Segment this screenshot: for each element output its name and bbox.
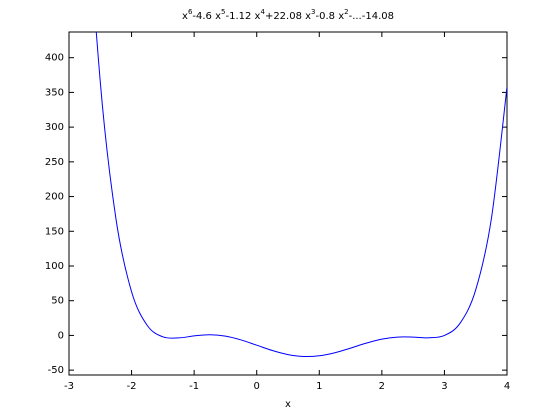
y-tick-label: 300 xyxy=(45,122,64,133)
x-tick-label: 4 xyxy=(504,381,510,392)
title-text: -1.12 x xyxy=(225,11,260,22)
y-tick-label: 200 xyxy=(45,192,64,203)
plot-area xyxy=(68,31,508,376)
line-series xyxy=(95,32,507,358)
y-tick-label: 350 xyxy=(45,87,64,98)
y-tick-label: 100 xyxy=(45,261,64,272)
title-superscript: 3 xyxy=(311,8,315,16)
title-text: x xyxy=(182,11,188,22)
y-tick-label: 50 xyxy=(51,296,64,307)
x-axis-label: x xyxy=(285,399,291,410)
y-tick-label: 400 xyxy=(45,53,64,64)
title-superscript: 6 xyxy=(188,8,193,16)
title-text: +22.08 x xyxy=(265,11,311,22)
title-superscript: 5 xyxy=(221,8,225,16)
x-tick-label: -3 xyxy=(64,381,74,392)
y-tick-label: 150 xyxy=(45,226,64,237)
x-tick-label: 2 xyxy=(379,381,385,392)
title-superscript: 4 xyxy=(260,8,265,16)
x-tick-label: 3 xyxy=(441,381,447,392)
chart-title: x6-4.6 x5-1.12 x4+22.08 x3-0.8 x2-...-14… xyxy=(182,8,394,22)
title-superscript: 2 xyxy=(344,8,348,16)
x-tick-label: 0 xyxy=(254,381,260,392)
y-tick-label: 0 xyxy=(58,330,64,341)
x-tick-label: -1 xyxy=(189,381,199,392)
title-text: -...-14.08 xyxy=(349,11,394,22)
title-text: -4.6 x xyxy=(192,11,221,22)
x-tick-label: 1 xyxy=(316,381,322,392)
y-tick-label: -50 xyxy=(48,365,64,376)
x-tick-label: -2 xyxy=(127,381,137,392)
y-tick-label: 250 xyxy=(45,157,64,168)
title-text: -0.8 x xyxy=(316,11,345,22)
